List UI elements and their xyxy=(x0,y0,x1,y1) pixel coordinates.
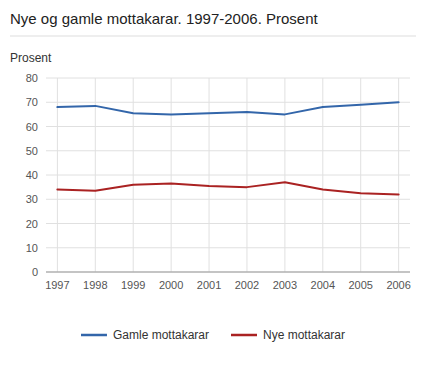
x-tick-label: 2006 xyxy=(386,279,410,291)
y-tick-label: 0 xyxy=(32,266,38,278)
series-line xyxy=(57,102,398,114)
title-rule xyxy=(10,36,416,37)
y-tick-label: 20 xyxy=(26,218,38,230)
legend-item: Nye mottakarar xyxy=(231,328,345,342)
y-grid-line xyxy=(46,272,410,273)
chart-container: Nye og gamle mottakarar. 1997-2006. Pros… xyxy=(0,0,426,365)
y-tick-label: 70 xyxy=(26,96,38,108)
grid xyxy=(46,78,410,272)
x-grid-line xyxy=(246,78,247,272)
y-grid-line xyxy=(46,78,410,79)
y-tick-label: 40 xyxy=(26,169,38,181)
series-lines xyxy=(57,102,398,194)
title: Nye og gamle mottakarar. 1997-2006. Pros… xyxy=(10,10,319,27)
x-grid-line xyxy=(284,78,285,272)
x-grid-line xyxy=(171,78,172,272)
y-tick-label: 60 xyxy=(26,121,38,133)
y-grid-line xyxy=(46,102,410,103)
legend-swatch xyxy=(231,334,257,337)
legend-item: Gamle mottakarar xyxy=(81,328,209,342)
x-axis-line xyxy=(46,272,410,273)
y-grid-line xyxy=(46,126,410,127)
y-grid-line xyxy=(46,175,410,176)
x-tick-label: 1998 xyxy=(83,279,107,291)
y-tick-label: 10 xyxy=(26,242,38,254)
y-grid-line xyxy=(46,223,410,224)
legend-label: Gamle mottakarar xyxy=(113,328,209,342)
x-grid-line xyxy=(360,78,361,272)
y-grid-line xyxy=(46,150,410,151)
chart: Nye og gamle mottakarar. 1997-2006. Pros… xyxy=(0,0,426,365)
x-tick-label: 2004 xyxy=(311,279,335,291)
x-grid-line xyxy=(133,78,134,272)
x-tick-label: 2001 xyxy=(197,279,221,291)
x-tick-label: 1997 xyxy=(45,279,69,291)
y-tick-label: 80 xyxy=(26,72,38,84)
x-grid-line xyxy=(95,78,96,272)
x-grid-line xyxy=(398,78,399,272)
legend: Gamle mottakarar Nye mottakarar xyxy=(81,328,345,342)
x-tick-label: 2005 xyxy=(348,279,372,291)
y-grid-line xyxy=(46,199,410,200)
x-grid-line xyxy=(209,78,210,272)
y-tick-label: 50 xyxy=(26,145,38,157)
y-grid-line xyxy=(46,247,410,248)
y-axis-label: Prosent xyxy=(10,51,52,65)
x-tick-label: 2002 xyxy=(235,279,259,291)
x-tick-label: 1999 xyxy=(121,279,145,291)
legend-swatch xyxy=(81,334,107,337)
series-line xyxy=(57,182,398,194)
y-tick-label: 30 xyxy=(26,193,38,205)
x-tick-label: 2000 xyxy=(159,279,183,291)
x-tick-label: 2003 xyxy=(273,279,297,291)
legend-label: Nye mottakarar xyxy=(263,328,345,342)
